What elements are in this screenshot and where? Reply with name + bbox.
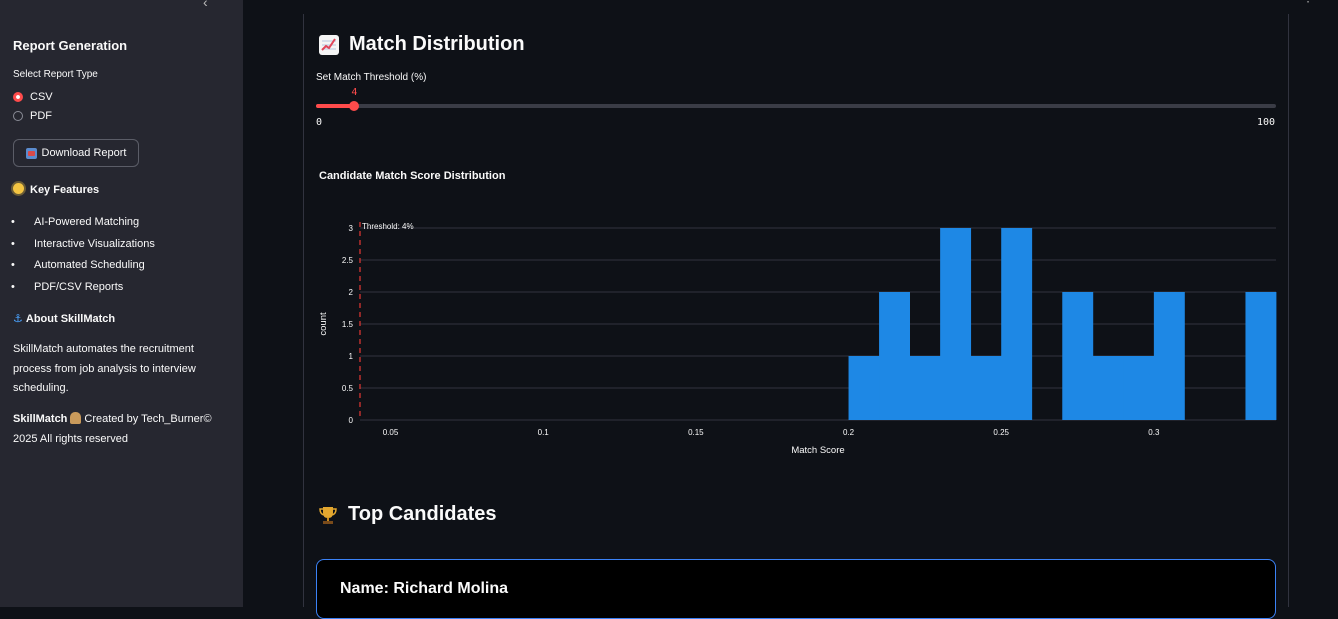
histogram-bar <box>909 356 941 420</box>
footer-credit: Created by Tech_Burner© 2025 All rights … <box>13 413 212 445</box>
key-features-heading: Key Features <box>13 183 99 196</box>
slider-max-label: 100 <box>1257 117 1276 128</box>
radio-label-csv: CSV <box>30 91 53 103</box>
radio-option-pdf[interactable]: PDF <box>13 110 52 122</box>
histogram-bar <box>1001 228 1033 420</box>
anchor-icon: ⚓ <box>13 313 23 325</box>
slider-min-label: 0 <box>316 117 323 128</box>
main-container-border <box>1288 14 1289 607</box>
x-tick-label: 0.2 <box>843 428 855 437</box>
threshold-slider-label: Set Match Threshold (%) <box>316 72 427 83</box>
y-tick-label: 1 <box>349 352 354 361</box>
histogram-bar <box>1153 292 1185 420</box>
about-label: About SkillMatch <box>25 313 116 325</box>
histogram-bar <box>1062 292 1094 420</box>
y-tick-label: 0 <box>349 416 354 425</box>
list-item: Interactive Visualizations <box>11 236 155 258</box>
y-tick-label: 1.5 <box>342 320 354 329</box>
collapse-sidebar-icon[interactable]: ‹ <box>203 0 208 10</box>
x-tick-label: 0.25 <box>993 428 1009 437</box>
histogram-bar <box>970 356 1002 420</box>
list-item: PDF/CSV Reports <box>11 279 155 301</box>
list-item: AI-Powered Matching <box>11 214 155 236</box>
candidate-card: Name: Richard Molina <box>316 559 1276 619</box>
slider-current-value: 4 <box>351 87 358 98</box>
radio-unselected-icon[interactable] <box>13 111 23 121</box>
x-tick-label: 0.3 <box>1148 428 1160 437</box>
features-list: AI-Powered Matching Interactive Visualiz… <box>11 214 155 301</box>
x-tick-label: 0.15 <box>688 428 704 437</box>
slider-thumb[interactable] <box>349 101 360 111</box>
menu-icon[interactable]: ⁝ <box>1306 0 1310 6</box>
list-item: Automated Scheduling <box>11 257 155 279</box>
match-score-histogram: 0 0.5 1 1.5 2 2.5 3 0.05 0.1 0.15 0.2 0.25 0.3 Match … <box>318 222 1277 456</box>
y-axis-label: count <box>318 312 329 336</box>
technologist-icon <box>70 412 82 424</box>
report-generation-heading: Report Generation <box>13 38 128 53</box>
radio-selected-icon[interactable] <box>13 92 23 102</box>
match-distribution-title: Match Distribution <box>349 33 525 55</box>
sidebar: ‹ Report Generation Select Report Type C… <box>0 0 243 607</box>
histogram-bar <box>848 356 880 420</box>
report-icon <box>25 147 37 159</box>
y-tick-label: 3 <box>349 224 354 233</box>
threshold-slider[interactable]: 4 <box>316 87 1276 111</box>
histogram-bar <box>940 228 972 420</box>
top-candidates-title: Top Candidates <box>348 503 497 525</box>
histogram-bar <box>1092 356 1124 420</box>
report-type-label: Select Report Type <box>13 69 98 80</box>
histogram-bar <box>1123 356 1155 420</box>
about-text: SkillMatch automates the recruitment pro… <box>13 343 196 394</box>
trophy-icon <box>319 505 337 525</box>
y-tick-label: 2 <box>349 288 354 297</box>
key-features-label: Key Features <box>30 184 100 196</box>
x-axis-label: Match Score <box>791 445 844 456</box>
sun-icon <box>13 183 24 194</box>
slider-fill <box>316 104 355 108</box>
about-heading: ⚓ About SkillMatch <box>13 312 115 325</box>
y-tick-label: 0.5 <box>342 384 354 393</box>
chart-title: Candidate Match Score Distribution <box>319 170 506 182</box>
chart-increasing-icon <box>319 34 339 55</box>
x-tick-label: 0.1 <box>538 428 550 437</box>
footer-brand: SkillMatch <box>13 413 68 425</box>
y-tick-label: 2.5 <box>342 256 354 265</box>
histogram-bar <box>879 292 910 420</box>
download-report-button[interactable]: Download Report <box>13 139 139 167</box>
histogram-bar <box>1245 292 1277 420</box>
footer-text-block: SkillMatch Created by Tech_Burner© 2025 A… <box>13 410 228 449</box>
candidate-name: Name: Richard Molina <box>340 580 509 597</box>
radio-option-csv[interactable]: CSV <box>13 91 53 103</box>
download-report-label: Download Report <box>41 147 127 159</box>
radio-label-pdf: PDF <box>30 110 52 122</box>
main-container-border <box>303 14 304 607</box>
threshold-annotation: Threshold: 4% <box>362 222 414 231</box>
top-candidates-heading: Top Candidates <box>319 503 497 526</box>
x-tick-label: 0.05 <box>383 428 399 437</box>
match-distribution-heading: Match Distribution <box>319 33 525 56</box>
